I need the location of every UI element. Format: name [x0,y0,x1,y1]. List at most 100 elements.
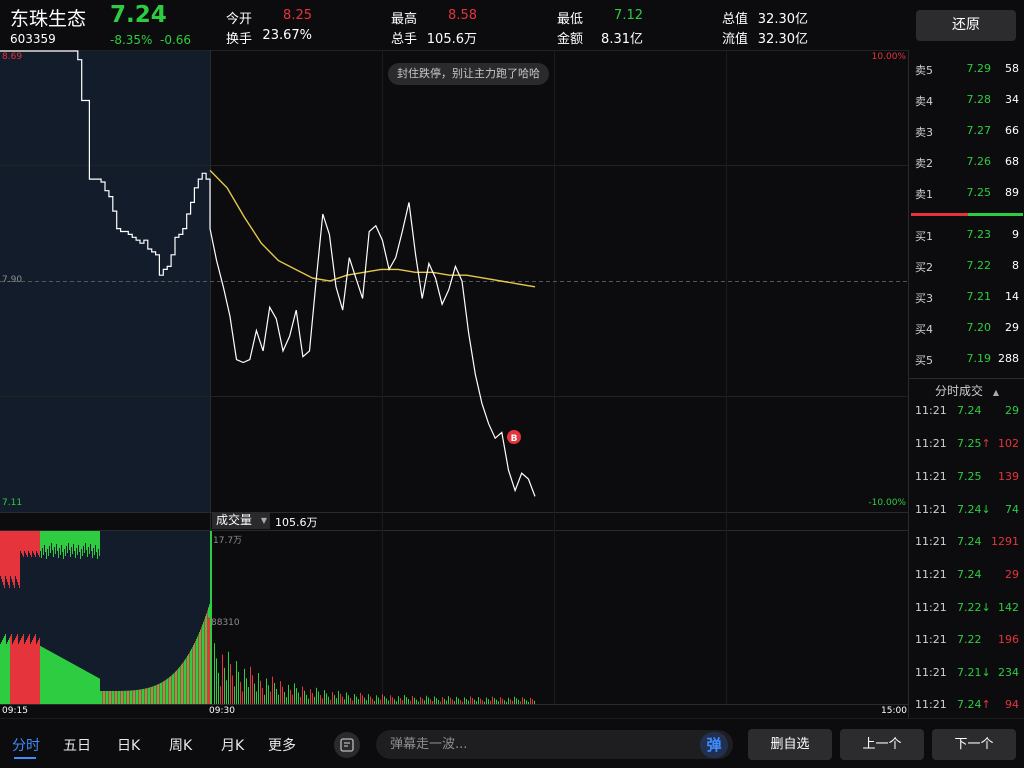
volume-bar [286,697,287,704]
ask-label: 卖1 [915,188,933,201]
volume-bar [482,700,483,704]
volume-bar [25,531,26,553]
volume-bar [40,531,41,551]
volume-bar [67,531,68,553]
trade-price: 7.25↑ [957,437,991,450]
volume-bar [116,690,117,704]
volume-bar [16,636,17,704]
volume-bar [516,698,517,704]
volume-bar [19,642,20,704]
volume-bar [6,644,7,704]
ask-label: 卖4 [915,95,933,108]
volume-bar [186,657,187,704]
trade-volume: 94 [1005,698,1019,711]
volume-bar [41,531,42,558]
bid-ask-ratio-bar [911,213,1023,216]
volume-bar [11,634,12,704]
volume-bar [29,634,30,704]
previous-stock-button[interactable]: 上一个 [840,729,924,760]
volume-bar [82,531,83,556]
next-stock-button[interactable]: 下一个 [932,729,1016,760]
volume-bar [94,675,95,704]
trade-row: 11:21 7.24 1291 [909,533,1024,551]
note-icon[interactable] [334,732,360,758]
tab-daily-k[interactable]: 日K [117,738,141,754]
ask-row: 卖3 7.27 66 [909,121,1024,141]
volume-bar [200,629,201,704]
volume-bar [372,698,373,704]
tab-weekly-k[interactable]: 周K [169,738,193,754]
tab-intraday[interactable]: 分时 [12,738,40,754]
volume-bar [22,636,23,704]
ask-price: 7.25 [966,186,992,199]
volume-bar [126,690,127,704]
volume-bar [136,689,137,704]
volume-bar [90,673,91,704]
change-amount: -0.66 [160,33,192,47]
ask-volume: 58 [1005,62,1019,75]
volume-bar [68,531,69,543]
volume-bar [302,686,303,704]
stock-code: 603359 [10,32,56,46]
ask-price: 7.27 [966,124,992,137]
volume-bar [82,669,83,704]
volume-bar [80,531,81,559]
volume-bar [48,650,49,704]
volume-bar [292,694,293,704]
volume-bar [454,701,455,704]
volume-bar [57,531,58,551]
volume-indicator-selector[interactable]: 成交量 ▼ [212,512,270,529]
volume-bar [174,672,175,704]
volume-bar [31,642,32,704]
volume-bar [79,667,80,704]
ask-volume: 89 [1005,186,1019,199]
intraday-chart[interactable]: B [0,50,908,718]
volume-bar [64,531,65,549]
volume-bar [189,652,190,704]
danmu-send-button[interactable]: 弹 [700,732,728,758]
volume-bar [440,701,441,704]
stat-value: 8.58 [448,8,477,23]
volume-bar [95,676,96,704]
volume-bar [524,698,525,704]
volume-bar [534,700,535,704]
tab-five-day[interactable]: 五日 [63,738,91,754]
volume-bar [422,698,423,704]
pct-high-label: 10.00% [871,52,906,62]
volume-bar [510,699,511,704]
volume-bar [138,689,139,704]
tab-more[interactable]: 更多 [268,738,296,754]
trades-header[interactable]: 分时成交 ▲ [909,378,1024,398]
trade-price: 7.24↓ [957,503,991,516]
volume-bar [37,642,38,704]
volume-bar [71,531,72,547]
volume-bar [24,644,25,704]
volume-bar [276,688,277,704]
volume-bar [104,690,105,704]
tab-monthly-k[interactable]: 月K [221,738,245,754]
volume-bar [62,658,63,704]
volume-bar [7,642,8,704]
volume-bar [14,640,15,704]
volume-bar [206,613,207,704]
volume-bar [194,643,195,704]
restore-button[interactable]: 还原 [916,10,1016,41]
volume-bar [330,699,331,704]
trade-row: 11:21 7.24 29 [909,566,1024,584]
volume-bar [9,638,10,704]
volume-bar [119,690,120,704]
volume-bar [384,696,385,704]
volume-bar [69,531,70,550]
volume-bar [117,690,118,704]
buy-marker[interactable]: B [507,430,521,444]
bid-price: 7.23 [966,228,992,241]
volume-bar [7,531,8,582]
volume-bar [226,680,227,704]
volume-bar [356,696,357,704]
volume-bar [25,642,26,704]
remove-watchlist-button[interactable]: 删自选 [748,729,832,760]
danmu-input[interactable] [376,730,733,759]
volume-bar [1,642,2,704]
volume-bar [148,687,149,704]
volume-bar [198,634,199,704]
